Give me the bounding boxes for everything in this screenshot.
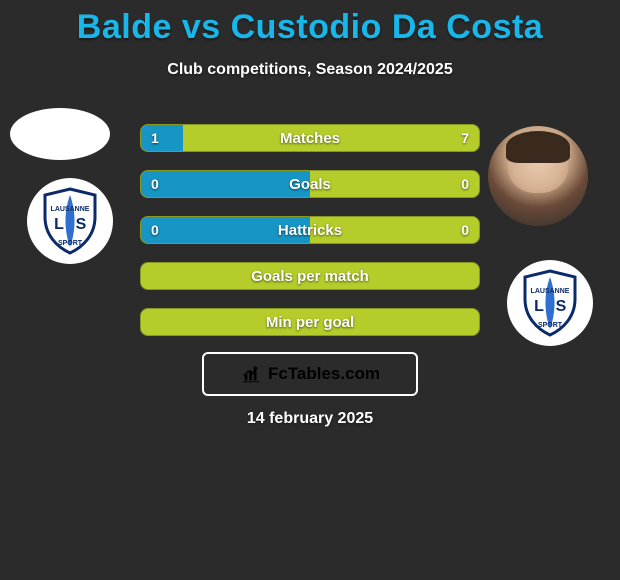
stat-value-left: 1	[151, 130, 159, 146]
svg-text:LAUSANNE: LAUSANNE	[51, 206, 90, 213]
chart-icon	[240, 363, 262, 385]
shield-icon: LAUSANNE SPORT L S	[41, 187, 99, 255]
bar-fill-left	[141, 171, 310, 197]
stat-value-right: 0	[461, 222, 469, 238]
watermark: FcTables.com	[202, 352, 418, 396]
svg-text:SPORT: SPORT	[58, 240, 83, 247]
stat-bar: Min per goal	[140, 308, 480, 336]
page-title: Balde vs Custodio Da Costa	[0, 0, 620, 47]
club-badge-left: LAUSANNE SPORT L S	[27, 178, 113, 264]
stat-bar: Goals per match	[140, 262, 480, 290]
stat-value-right: 7	[461, 130, 469, 146]
stat-value-left: 0	[151, 176, 159, 192]
stat-bar: 0 0 Hattricks	[140, 216, 480, 244]
svg-text:S: S	[76, 216, 87, 233]
date-label: 14 february 2025	[0, 410, 620, 428]
subtitle: Club competitions, Season 2024/2025	[0, 61, 620, 79]
stat-label: Hattricks	[278, 222, 342, 239]
stat-value-right: 0	[461, 176, 469, 192]
stat-label: Matches	[280, 130, 340, 147]
svg-text:LAUSANNE: LAUSANNE	[531, 288, 570, 295]
watermark-text: FcTables.com	[268, 364, 380, 384]
svg-text:L: L	[534, 298, 544, 315]
stat-label: Goals per match	[251, 268, 369, 285]
stats-bars: 1 7 Matches 0 0 Goals 0 0 Hattricks Goals per mat…	[140, 124, 480, 354]
stat-label: Min per goal	[266, 314, 354, 331]
svg-text:S: S	[556, 298, 567, 315]
svg-text:SPORT: SPORT	[538, 322, 563, 329]
shield-icon: LAUSANNE SPORT L S	[521, 269, 579, 337]
svg-text:L: L	[54, 216, 64, 233]
stat-bar: 1 7 Matches	[140, 124, 480, 152]
player-photo-right	[488, 126, 588, 226]
bar-fill-left	[141, 125, 183, 151]
player-photo-left	[10, 108, 110, 160]
stat-value-left: 0	[151, 222, 159, 238]
stat-label: Goals	[289, 176, 331, 193]
stat-bar: 0 0 Goals	[140, 170, 480, 198]
club-badge-right: LAUSANNE SPORT L S	[507, 260, 593, 346]
